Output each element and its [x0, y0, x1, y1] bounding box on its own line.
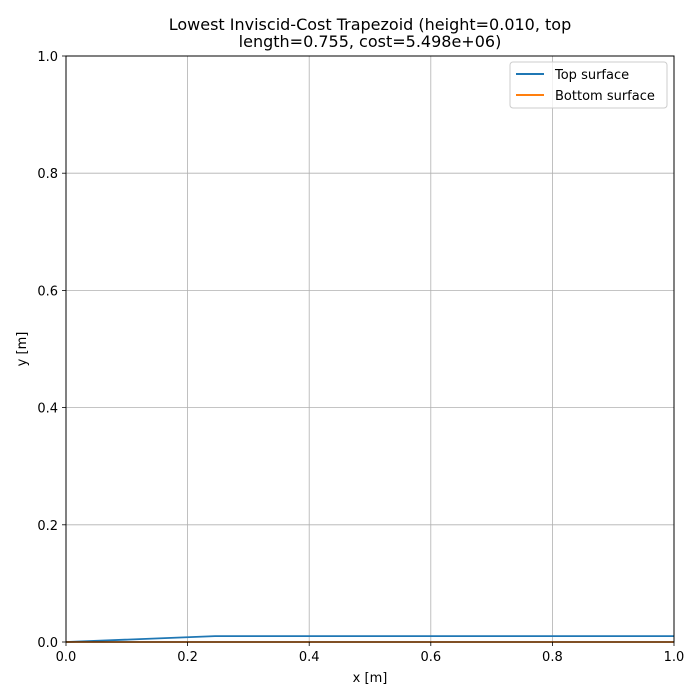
x-axis: 0.0 0.2 0.4 0.6 0.8 1.0	[56, 642, 685, 665]
y-tick-label: 0.0	[37, 636, 58, 651]
x-axis-label: x [m]	[353, 671, 388, 686]
x-tick-label: 1.0	[664, 650, 685, 665]
y-tick-label: 0.8	[37, 167, 58, 182]
series-line-top-surface	[65, 635, 674, 643]
y-tick-label: 0.6	[37, 284, 58, 299]
x-tick-label: 0.2	[177, 650, 198, 665]
plot-frame	[65, 55, 675, 643]
y-tick-label: 0.4	[37, 402, 58, 417]
legend: Top surface Bottom surface	[509, 61, 668, 109]
y-tick-label: 0.2	[37, 519, 58, 534]
x-tick-label: 0.6	[420, 650, 441, 665]
y-axis: 0.0 0.2 0.4 0.6 0.8 1.0	[37, 50, 66, 651]
x-tick-label: 0.4	[299, 650, 320, 665]
chart-title-line-1: Lowest Inviscid-Cost Trapezoid (height=0…	[169, 15, 572, 34]
y-axis-label: y [m]	[15, 332, 30, 367]
legend-label-bottom-surface: Bottom surface	[555, 89, 655, 104]
x-tick-label: 0.8	[542, 650, 563, 665]
legend-label-top-surface: Top surface	[554, 68, 629, 83]
legend-box	[509, 61, 668, 109]
chart-title-line-2: length=0.755, cost=5.498e+06)	[239, 32, 502, 51]
y-tick-label: 1.0	[37, 50, 58, 65]
x-tick-label: 0.0	[56, 650, 77, 665]
